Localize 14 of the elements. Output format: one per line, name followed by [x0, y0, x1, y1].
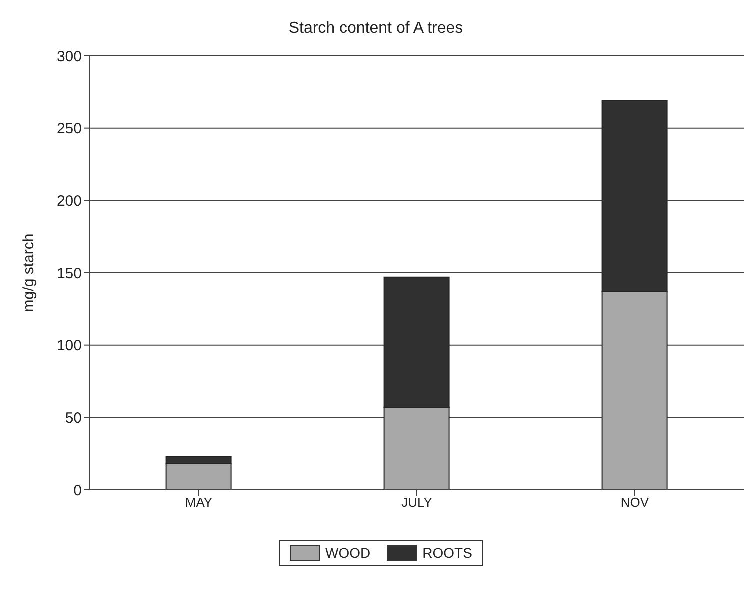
y-tick-label: 50	[65, 410, 82, 427]
chart-title: Starch content of A trees	[288, 20, 464, 38]
y-tick-label: 250	[56, 120, 82, 138]
legend-label: WOOD	[324, 545, 371, 561]
x-tick-label: NOV	[620, 495, 650, 510]
y-tick-label: 300	[56, 48, 82, 66]
y-axis-title: mg/g starch	[20, 234, 38, 312]
y-tick-label: 100	[56, 338, 82, 355]
x-tick-label: MAY	[185, 495, 213, 510]
y-tick-label: 150	[56, 265, 82, 282]
y-tick-label: 0	[74, 482, 82, 500]
legend-label: ROOTS	[422, 545, 472, 561]
x-tick-label: JULY	[402, 495, 433, 510]
y-tick-label: 200	[56, 192, 82, 210]
